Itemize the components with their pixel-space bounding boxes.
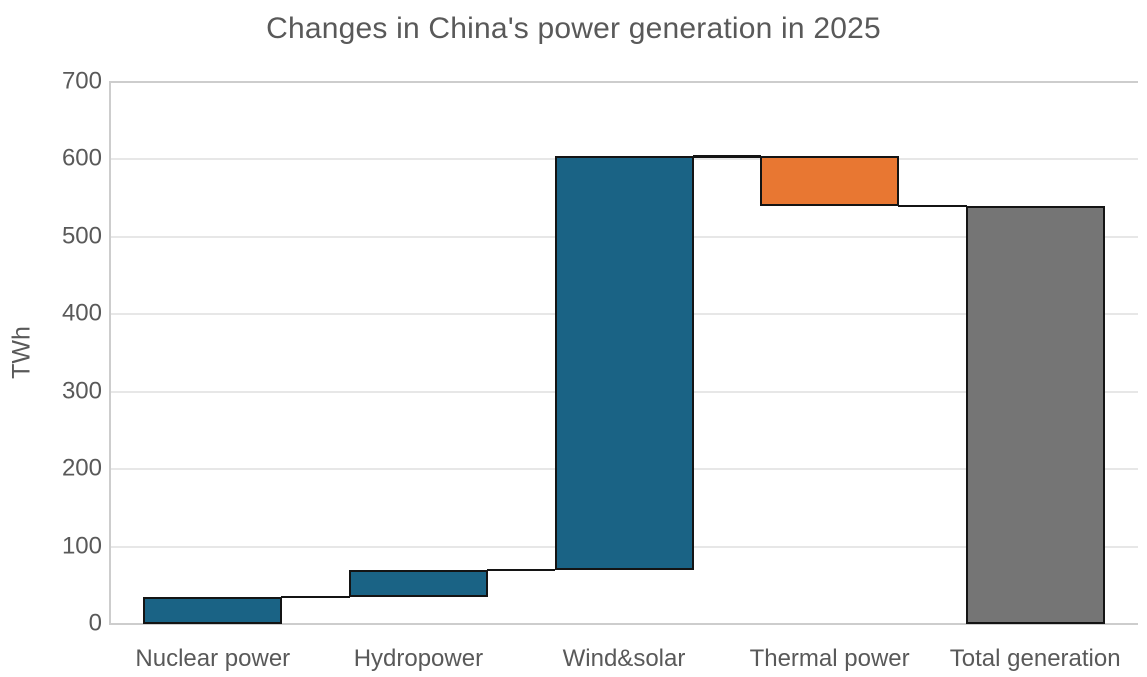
waterfall-bar-total-generation bbox=[965, 205, 1105, 624]
connector-line-70 bbox=[486, 568, 556, 572]
waterfall-bar-hydropower bbox=[348, 569, 488, 597]
y-axis-line bbox=[109, 81, 111, 625]
y-tick-label-500: 500 bbox=[61, 222, 102, 250]
connector-line-540 bbox=[898, 204, 967, 208]
connector-line-604 bbox=[692, 155, 762, 158]
y-tick-label-100: 100 bbox=[61, 532, 102, 560]
gridline-0 bbox=[110, 623, 1138, 625]
connector-line-35 bbox=[281, 595, 350, 599]
waterfall-bar-thermal-power bbox=[760, 156, 900, 206]
waterfall-bar-nuclear-power bbox=[143, 596, 283, 624]
waterfall-bar-windandsolar bbox=[554, 156, 694, 570]
y-tick-label-200: 200 bbox=[61, 454, 102, 482]
y-tick-label-400: 400 bbox=[61, 299, 102, 327]
y-tick-label-700: 700 bbox=[61, 67, 102, 95]
x-category-label-total-generation: Total generation bbox=[949, 645, 1121, 672]
x-category-label-nuclear-power: Nuclear power bbox=[135, 645, 291, 672]
x-category-label-hydropower: Hydropower bbox=[353, 645, 484, 672]
y-tick-label-600: 600 bbox=[61, 144, 102, 172]
y-tick-label-300: 300 bbox=[61, 377, 102, 405]
chart-title: Changes in China's power generation in 2… bbox=[266, 12, 881, 45]
x-category-label-thermal-power: Thermal power bbox=[749, 645, 910, 672]
gridline-700 bbox=[110, 81, 1138, 83]
x-category-label-windandsolar: Wind&solar bbox=[562, 645, 686, 672]
y-tick-label-0: 0 bbox=[88, 609, 102, 637]
